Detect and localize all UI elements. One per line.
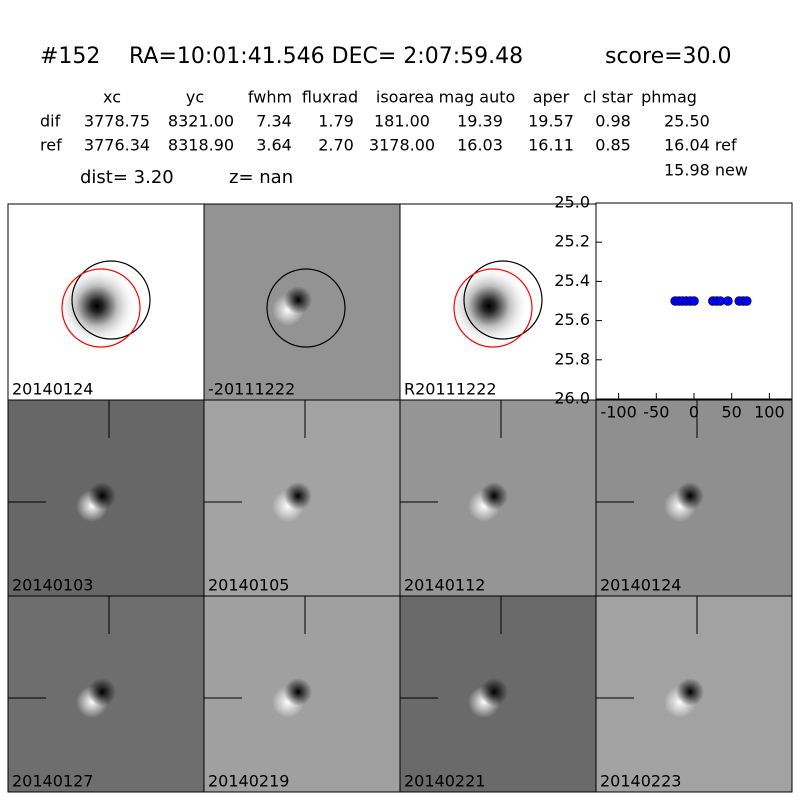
cell: 7.34	[256, 112, 292, 131]
x-tick-label: -100	[600, 403, 636, 422]
panel-label: 20140221	[404, 772, 485, 791]
aperture	[266, 268, 346, 348]
panel: 20140103	[7, 399, 205, 597]
column-header: cl star	[583, 88, 633, 107]
cell: 3178.00	[369, 136, 435, 155]
cell: 1.79	[318, 112, 354, 131]
panel-label: 20140105	[208, 576, 289, 595]
point	[689, 296, 699, 306]
coords: RA=10:01:41.546 DEC= 2:07:59.48	[129, 44, 523, 69]
panel-label: -20111222	[208, 380, 295, 399]
x-tick-label: -50	[643, 403, 669, 422]
cell: 25.50	[664, 112, 710, 131]
panel: 20140219	[203, 595, 401, 793]
panel-label: 20140124	[600, 576, 681, 595]
cell: 0.98	[595, 112, 631, 131]
column-header: isoarea	[376, 88, 434, 107]
column-header: fwhm	[248, 88, 292, 107]
source	[449, 266, 529, 346]
point	[741, 296, 752, 306]
row-label: ref	[40, 136, 62, 155]
panel-label: 20140219	[208, 772, 289, 791]
point	[723, 296, 733, 306]
panel: 20140124	[7, 203, 205, 401]
column-header: aper	[533, 88, 570, 107]
dipole-dark	[480, 482, 508, 510]
panel: 20140223	[595, 595, 793, 793]
ref-aperture	[61, 268, 141, 348]
y-tick-label: 25.8	[554, 349, 590, 368]
source	[57, 266, 137, 346]
cell: 3.64	[256, 136, 292, 155]
column-header: yc	[186, 88, 204, 107]
cell: 16.11	[528, 136, 574, 155]
panel-label: 20140103	[12, 576, 93, 595]
panel: 20140112	[399, 399, 597, 597]
panel-label: 20140223	[600, 772, 681, 791]
cell: 0.85	[595, 136, 631, 155]
panel: 20140105	[203, 399, 401, 597]
dipole-dark	[88, 482, 116, 510]
cell: 16.04 ref	[664, 136, 737, 155]
z: z= nan	[229, 167, 293, 188]
y-tick-label: 25.6	[554, 310, 590, 329]
phmag-new: 15.98 new	[664, 161, 748, 180]
dipole-dark	[284, 482, 312, 510]
panel: 20140124	[595, 399, 793, 597]
cell: 2.70	[318, 136, 354, 155]
dipole-dark	[284, 286, 312, 314]
panel: R20111222	[399, 203, 597, 401]
panel: 20140221	[399, 595, 597, 793]
cell: 181.00	[374, 112, 430, 131]
y-tick-label: 25.0	[554, 193, 590, 212]
column-header: phmag	[641, 88, 697, 107]
x-tick-label: 50	[722, 403, 742, 422]
cell: 19.57	[528, 112, 574, 131]
column-header: fluxrad	[302, 88, 358, 107]
panel-label: R20111222	[404, 380, 497, 399]
dipole-dark	[284, 678, 312, 706]
score: score=30.0	[605, 44, 732, 69]
dipole-dark	[676, 678, 704, 706]
dipole-dark	[88, 678, 116, 706]
dipole-dark	[676, 482, 704, 510]
x-tick-label: 0	[689, 403, 699, 422]
cell: 19.39	[457, 112, 503, 131]
panel-label: 20140124	[12, 380, 93, 399]
column-header: mag auto	[439, 88, 516, 107]
cell: 8318.90	[168, 136, 234, 155]
panel-label: 20140127	[12, 772, 93, 791]
candidate-id: #152	[40, 44, 100, 69]
cell: 3778.75	[84, 112, 150, 131]
x-tick-label: 100	[754, 403, 785, 422]
y-tick-label: 25.4	[554, 271, 590, 290]
y-tick-label: 26.0	[554, 389, 590, 408]
panel-label: 20140112	[404, 576, 485, 595]
aperture	[463, 260, 543, 340]
panel: 20140127	[7, 595, 205, 793]
dipole-dark	[480, 678, 508, 706]
cell: 16.03	[457, 136, 503, 155]
y-tick-label: 25.2	[554, 232, 590, 251]
column-header: xc	[103, 88, 121, 107]
cell: 3776.34	[84, 136, 150, 155]
row-label: dif	[40, 112, 61, 131]
ref-aperture	[453, 268, 533, 348]
dist: dist= 3.20	[80, 167, 174, 188]
panel: -20111222	[203, 203, 401, 401]
cell: 8321.00	[168, 112, 234, 131]
aperture	[71, 260, 151, 340]
